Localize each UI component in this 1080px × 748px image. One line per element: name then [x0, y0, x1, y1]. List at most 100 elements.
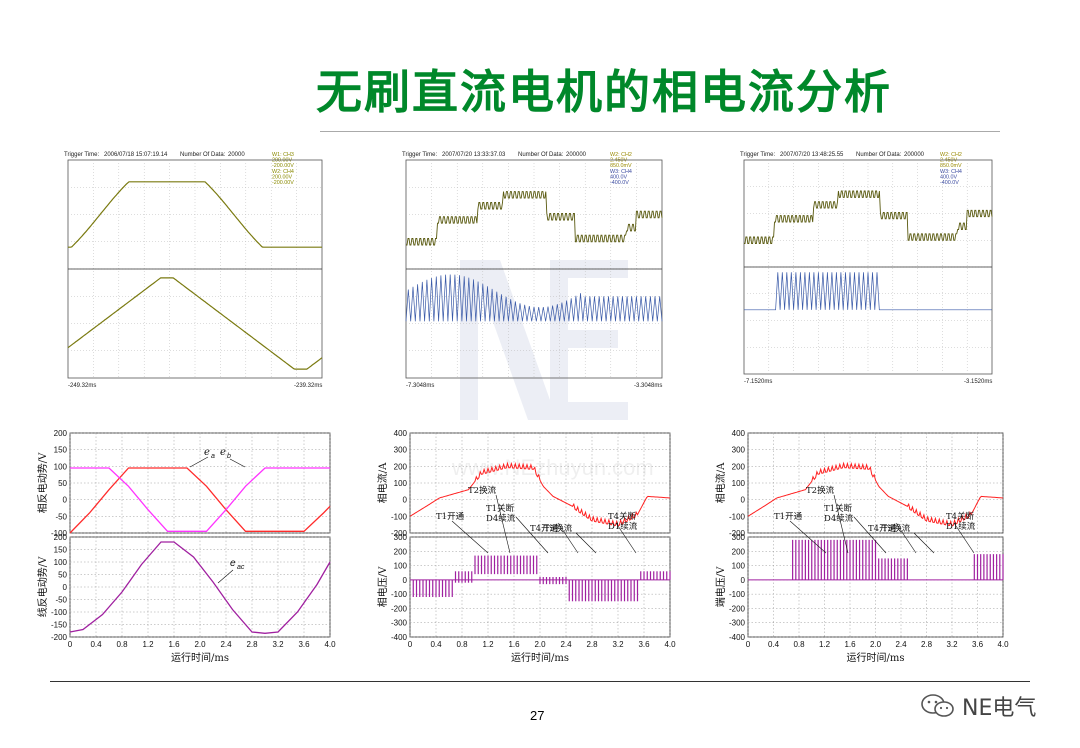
x-tick-label: 0 [68, 640, 73, 649]
y-axis-label: 线反电动势/V [36, 556, 49, 617]
osc-x-start: -7.1520ms [744, 379, 772, 384]
x-tick-label: 2.8 [921, 640, 933, 649]
y-tick-label: 200 [54, 533, 68, 542]
osc-channel-info: 200.00V [272, 158, 292, 164]
osc-x-end: -3.3048ms [634, 383, 662, 388]
osc-channel-info: W2: CH2 [940, 152, 962, 158]
y-tick-label: 0 [403, 576, 408, 585]
annotation-arrow [895, 522, 917, 554]
x-tick-label: 0 [408, 640, 413, 649]
osc-x-end: -239.32ms [294, 383, 322, 388]
y-tick-label: -100 [729, 590, 746, 599]
x-tick-label: 4.0 [664, 640, 676, 649]
x-tick-label: 3.2 [946, 640, 958, 649]
osc-channel-info: -400.0V [610, 180, 629, 186]
y-axis-label: 端电压/V [714, 566, 727, 607]
x-tick-label: 3.6 [638, 640, 650, 649]
series-line-eb [70, 467, 330, 532]
x-tick-label: 0 [746, 640, 751, 649]
osc-channel-info: -200.00V [272, 163, 294, 169]
y-tick-label: -200 [391, 604, 408, 613]
x-tick-label: 2.8 [586, 640, 598, 649]
y-tick-label: -200 [729, 604, 746, 613]
annotation-arrow [189, 456, 209, 468]
annotation-eb-sub: b [227, 453, 231, 460]
osc-channel-info: 850.0mV [940, 163, 962, 169]
annotation-label: T2换流 [468, 485, 497, 496]
annotation-arrow [495, 494, 511, 554]
y-tick-label: 50 [58, 479, 67, 488]
oscilloscope-panel-2: Trigger Time: 2007/07/20 13:33:37.03 Numbe… [402, 152, 663, 388]
y-tick-label: -300 [729, 619, 746, 628]
y-tick-label: 150 [54, 446, 68, 455]
osc-trigger-time: 2007/07/20 13:33:37.03 [442, 152, 506, 158]
annotation-label: D1续流 [608, 521, 638, 532]
annotation-label: T5换流 [882, 523, 911, 534]
osc-trigger-time: 2006/07/18 15:07:19.14 [104, 152, 168, 158]
x-axis-label: 运行时间/ms [847, 651, 905, 664]
annotation-label: T4关断 [946, 511, 975, 522]
y-tick-label: -150 [51, 621, 68, 630]
osc-trace-voltage [744, 272, 992, 311]
y-tick-label: 400 [732, 429, 746, 438]
osc-channel-info: 400.0V [940, 174, 957, 180]
y-tick-label: -200 [391, 529, 408, 538]
x-tick-label: 2.0 [194, 640, 206, 649]
y-tick-label: 50 [58, 571, 67, 580]
osc-channel-info: W2: CH2 [610, 152, 632, 158]
osc-data-count: 200000 [566, 152, 587, 158]
y-tick-label: 100 [732, 479, 746, 488]
annotation-arrow [853, 516, 887, 554]
y-tick-label: 150 [54, 546, 68, 555]
x-tick-label: 0.4 [768, 640, 780, 649]
x-tick-label: 2.4 [895, 640, 907, 649]
x-tick-label: 2.0 [534, 640, 546, 649]
osc-channel-info: W2: CH4 [272, 169, 294, 175]
osc-channel-info: 2.450V [610, 158, 627, 164]
y-tick-label: -100 [51, 529, 68, 538]
osc-channel-info: W1: CH3 [272, 152, 294, 158]
osc-data-label: Number Of Data: [518, 152, 564, 158]
annotation-eac-sub: ac [237, 564, 245, 571]
x-tick-label: 1.2 [482, 640, 494, 649]
wechat-brand: NE电气 [920, 690, 1036, 722]
x-axis-label: 运行时间/ms [511, 651, 569, 664]
wechat-icon [921, 694, 954, 717]
annotation-arrow [217, 569, 234, 584]
y-tick-label: 0 [403, 496, 408, 505]
x-tick-label: 1.2 [819, 640, 831, 649]
x-tick-label: 1.2 [142, 640, 154, 649]
x-tick-label: 1.6 [844, 640, 856, 649]
annotation-label: T1关断 [824, 503, 853, 514]
series-line-phase-current [409, 461, 671, 527]
y-tick-label: -100 [729, 512, 746, 521]
osc-channel-info: -200.00V [272, 180, 294, 186]
x-tick-label: 3.6 [298, 640, 310, 649]
osc-trigger-label: Trigger Time: [740, 152, 775, 158]
voltage-bars [792, 539, 1004, 580]
y-tick-label: 100 [54, 558, 68, 567]
oscilloscope-panel-3: Trigger Time: 2007/07/20 13:48:25.55 Numbe… [740, 152, 993, 384]
y-tick-label: 400 [394, 429, 408, 438]
osc-data-count: 200000 [904, 152, 925, 158]
simulation-chart-phase-voltage: 400 300 200 100 0 -100 -200 相电流/A 300 200 100 0 -100… [376, 429, 676, 664]
voltage-bars [412, 555, 671, 602]
annotation-label: D4续流 [486, 513, 516, 524]
x-tick-label: 3.2 [612, 640, 624, 649]
osc-x-end: -3.1520ms [964, 379, 992, 384]
y-tick-label: 200 [732, 547, 746, 556]
x-tick-label: 0.4 [90, 640, 102, 649]
annotation-eb: e [220, 447, 226, 458]
annotation-label: T1关断 [486, 503, 515, 514]
osc-channel-info: W3: CH4 [940, 169, 962, 175]
x-tick-label: 3.2 [272, 640, 284, 649]
watermark-url: www.NEzhuyun.com [452, 455, 654, 480]
x-tick-label: 4.0 [997, 640, 1009, 649]
x-tick-label: 1.6 [508, 640, 520, 649]
osc-trigger-label: Trigger Time: [64, 152, 99, 158]
osc-x-start: -7.3048ms [406, 383, 434, 388]
osc-channel-info: 400.0V [610, 174, 627, 180]
annotation-arrow [953, 522, 975, 554]
y-axis-label: 相电流/A [376, 462, 389, 503]
y-tick-label: 300 [732, 533, 746, 542]
